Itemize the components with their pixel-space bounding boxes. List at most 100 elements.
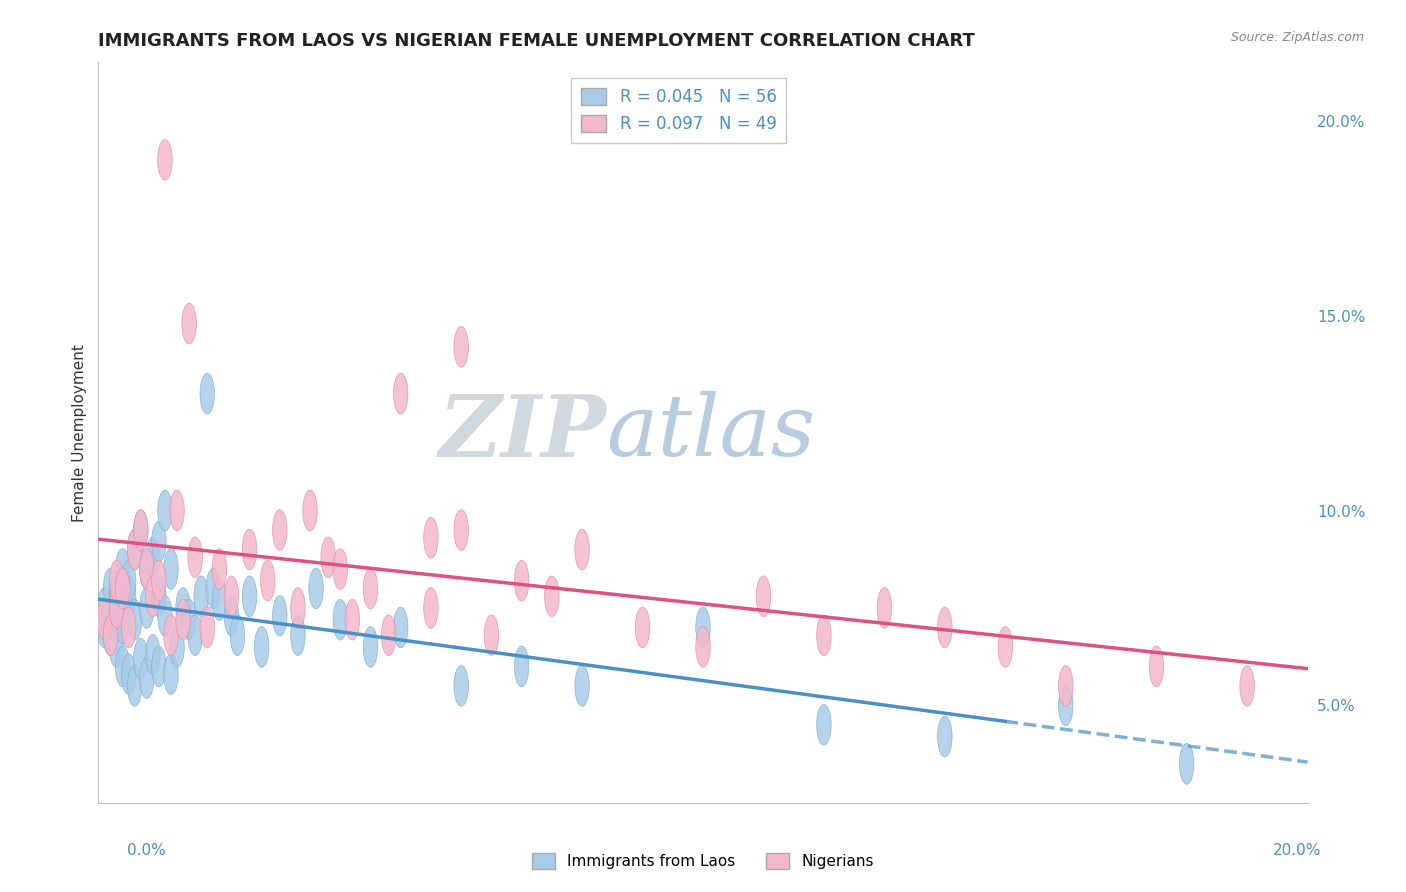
Ellipse shape (381, 615, 396, 656)
Ellipse shape (394, 373, 408, 414)
Ellipse shape (207, 568, 221, 609)
Ellipse shape (110, 576, 124, 616)
Text: ZIP: ZIP (439, 391, 606, 475)
Ellipse shape (176, 599, 190, 640)
Ellipse shape (188, 615, 202, 656)
Ellipse shape (115, 568, 129, 609)
Ellipse shape (200, 373, 215, 414)
Ellipse shape (128, 599, 142, 640)
Legend: Immigrants from Laos, Nigerians: Immigrants from Laos, Nigerians (526, 847, 880, 875)
Ellipse shape (134, 639, 148, 679)
Ellipse shape (181, 303, 197, 344)
Ellipse shape (128, 529, 142, 570)
Ellipse shape (817, 705, 831, 745)
Ellipse shape (998, 626, 1012, 667)
Ellipse shape (121, 560, 136, 601)
Ellipse shape (212, 580, 226, 621)
Ellipse shape (544, 576, 560, 616)
Text: 20.0%: 20.0% (1274, 843, 1322, 858)
Text: Source: ZipAtlas.com: Source: ZipAtlas.com (1230, 31, 1364, 45)
Ellipse shape (128, 529, 142, 570)
Ellipse shape (696, 626, 710, 667)
Ellipse shape (817, 615, 831, 656)
Ellipse shape (134, 509, 148, 550)
Ellipse shape (194, 576, 208, 616)
Ellipse shape (575, 665, 589, 706)
Ellipse shape (121, 654, 136, 695)
Ellipse shape (103, 568, 118, 609)
Ellipse shape (636, 607, 650, 648)
Ellipse shape (176, 588, 190, 628)
Ellipse shape (696, 607, 710, 648)
Y-axis label: Female Unemployment: Female Unemployment (72, 343, 87, 522)
Ellipse shape (97, 588, 111, 628)
Ellipse shape (333, 599, 347, 640)
Ellipse shape (363, 568, 378, 609)
Ellipse shape (454, 326, 468, 368)
Ellipse shape (110, 626, 124, 667)
Ellipse shape (163, 615, 179, 656)
Ellipse shape (170, 626, 184, 667)
Ellipse shape (273, 595, 287, 636)
Ellipse shape (134, 509, 148, 550)
Ellipse shape (302, 491, 318, 531)
Ellipse shape (115, 646, 129, 687)
Ellipse shape (128, 665, 142, 706)
Ellipse shape (454, 665, 468, 706)
Ellipse shape (291, 615, 305, 656)
Ellipse shape (231, 615, 245, 656)
Ellipse shape (321, 537, 336, 578)
Ellipse shape (152, 521, 166, 562)
Ellipse shape (515, 560, 529, 601)
Ellipse shape (242, 529, 257, 570)
Ellipse shape (1059, 685, 1073, 726)
Ellipse shape (103, 615, 118, 656)
Ellipse shape (242, 576, 257, 616)
Ellipse shape (139, 657, 155, 698)
Ellipse shape (363, 626, 378, 667)
Ellipse shape (157, 595, 172, 636)
Ellipse shape (146, 537, 160, 578)
Ellipse shape (163, 654, 179, 695)
Ellipse shape (454, 509, 468, 550)
Ellipse shape (121, 607, 136, 648)
Ellipse shape (139, 549, 155, 590)
Ellipse shape (756, 576, 770, 616)
Ellipse shape (152, 646, 166, 687)
Ellipse shape (212, 549, 226, 590)
Text: IMMIGRANTS FROM LAOS VS NIGERIAN FEMALE UNEMPLOYMENT CORRELATION CHART: IMMIGRANTS FROM LAOS VS NIGERIAN FEMALE … (98, 32, 976, 50)
Ellipse shape (115, 549, 129, 590)
Ellipse shape (97, 599, 111, 640)
Ellipse shape (423, 588, 439, 628)
Ellipse shape (170, 491, 184, 531)
Ellipse shape (484, 615, 499, 656)
Ellipse shape (224, 576, 239, 616)
Ellipse shape (333, 549, 347, 590)
Ellipse shape (139, 549, 155, 590)
Text: 0.0%: 0.0% (127, 843, 166, 858)
Ellipse shape (1240, 665, 1254, 706)
Ellipse shape (938, 716, 952, 757)
Ellipse shape (146, 634, 160, 675)
Ellipse shape (273, 509, 287, 550)
Text: atlas: atlas (606, 392, 815, 474)
Ellipse shape (157, 491, 172, 531)
Ellipse shape (344, 599, 360, 640)
Ellipse shape (291, 588, 305, 628)
Ellipse shape (575, 529, 589, 570)
Ellipse shape (152, 560, 166, 601)
Ellipse shape (188, 537, 202, 578)
Ellipse shape (1059, 665, 1073, 706)
Ellipse shape (152, 576, 166, 616)
Ellipse shape (200, 607, 215, 648)
Ellipse shape (115, 603, 129, 644)
Ellipse shape (254, 626, 269, 667)
Ellipse shape (97, 607, 111, 648)
Ellipse shape (146, 576, 160, 616)
Ellipse shape (139, 588, 155, 628)
Ellipse shape (260, 560, 276, 601)
Ellipse shape (309, 568, 323, 609)
Ellipse shape (877, 588, 891, 628)
Ellipse shape (1149, 646, 1164, 687)
Ellipse shape (110, 560, 124, 601)
